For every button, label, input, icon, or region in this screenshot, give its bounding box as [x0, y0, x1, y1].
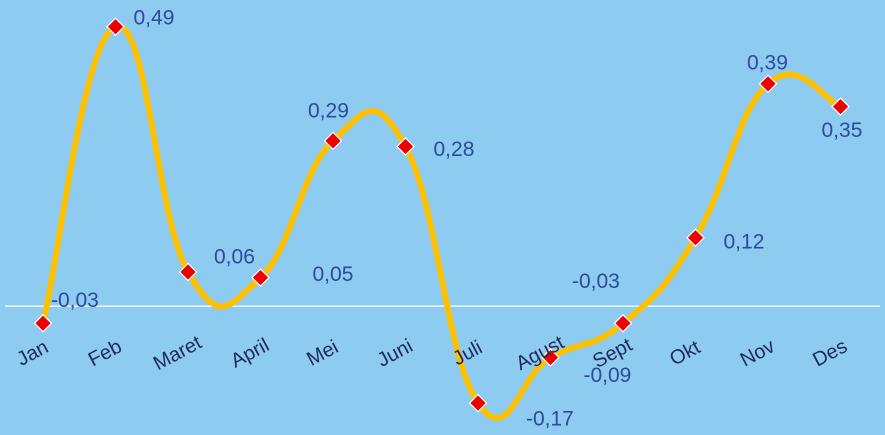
- data-label: -0,03: [51, 289, 99, 312]
- x-tick-label: Maret: [150, 331, 206, 375]
- x-tick-label: Juni: [374, 335, 417, 372]
- x-tick-label: April: [227, 334, 273, 372]
- x-tick-label: Nov: [737, 335, 779, 371]
- chart: -0,030,490,060,050,290,28-0,17-0,09-0,03…: [0, 0, 885, 435]
- page: {"chart_data": {"type": "line", "categor…: [0, 0, 885, 435]
- x-tick-label: Des: [809, 335, 851, 371]
- x-tick-label: Jan: [13, 336, 52, 371]
- data-label: 0,29: [308, 99, 349, 122]
- data-label: 0,28: [434, 138, 475, 161]
- x-tick-label: Mei: [303, 336, 342, 371]
- data-label: 0,12: [724, 230, 765, 253]
- data-label: 0,49: [134, 6, 175, 29]
- data-label: 0,05: [313, 263, 354, 286]
- data-label: 0,06: [214, 245, 255, 268]
- marker: [35, 315, 52, 332]
- data-label: 0,39: [747, 51, 788, 74]
- data-label: 0,35: [822, 119, 863, 142]
- x-tick-label: Okt: [666, 336, 704, 370]
- data-label: -0,17: [526, 408, 574, 431]
- x-tick-label: Feb: [85, 336, 126, 372]
- data-label: -0,03: [572, 270, 620, 293]
